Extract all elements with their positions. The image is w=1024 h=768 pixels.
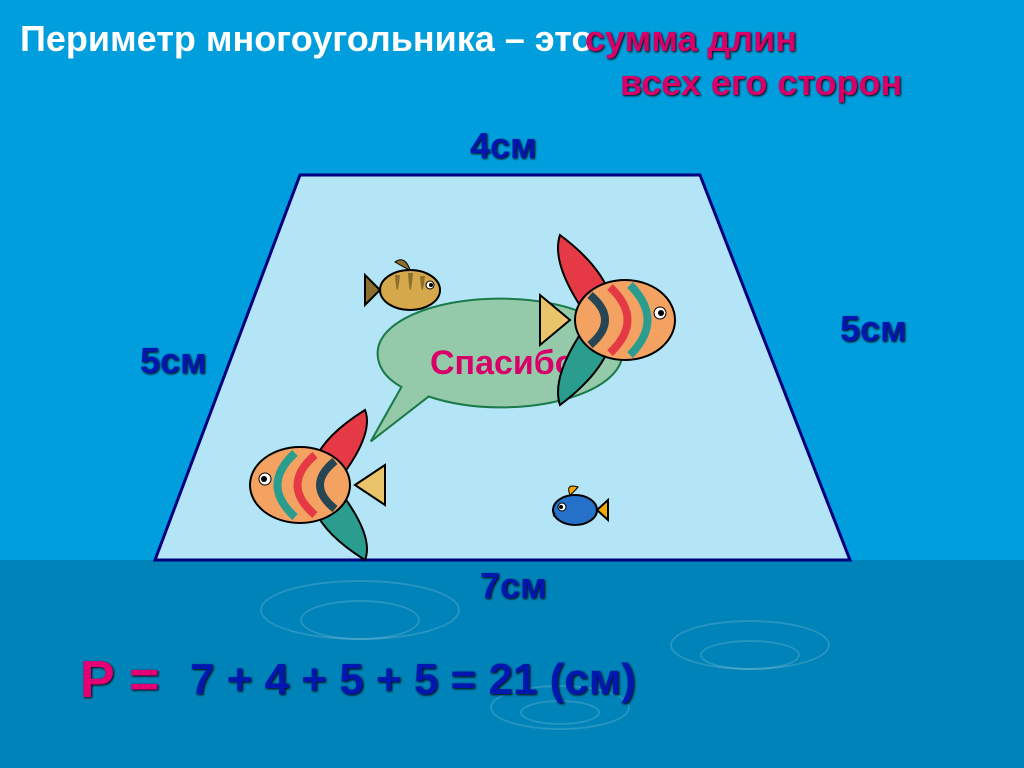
- side-label-right: 5см: [840, 308, 907, 350]
- fish-angelfish-right-icon: [530, 225, 710, 415]
- formula-p-label: Р =: [80, 650, 160, 710]
- side-label-bottom: 7см: [480, 565, 547, 607]
- formula-expression: 7 + 4 + 5 + 5 = 21 (см): [190, 655, 636, 705]
- title-definition: Периметр многоугольника – это: [20, 18, 593, 60]
- fish-small-blue-icon: [530, 475, 610, 535]
- side-label-top: 4см: [470, 125, 537, 167]
- title-text-red-2: всех его сторон: [620, 62, 902, 104]
- water-ripple: [260, 580, 460, 640]
- fish-angelfish-left-icon: [225, 405, 395, 565]
- side-label-left: 5см: [140, 340, 207, 382]
- title-text-white: Периметр многоугольника – это: [20, 18, 593, 59]
- water-ripple: [670, 620, 830, 670]
- title-text-red-1: сумма длин: [585, 18, 797, 60]
- fish-gold-icon: [360, 250, 460, 330]
